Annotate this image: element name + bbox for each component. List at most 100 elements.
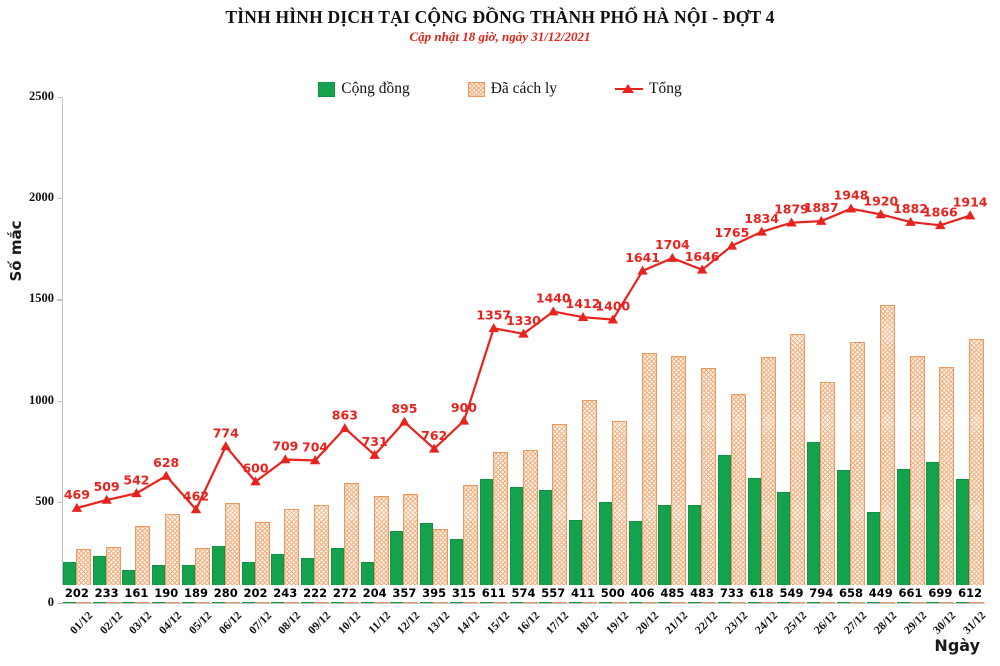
community-value-label: 315	[447, 585, 481, 602]
community-value-label: 202	[60, 585, 94, 602]
community-value-label: 733	[715, 585, 749, 602]
community-value-label: 406	[626, 585, 660, 602]
total-value-label: 542	[123, 472, 149, 487]
total-value-label: 1866	[923, 204, 958, 219]
quarantined-bar	[254, 522, 270, 603]
total-value-label: 509	[94, 479, 120, 494]
y-tick-mark	[57, 603, 62, 605]
total-marker-triangle-icon	[756, 226, 767, 236]
y-tick-mark	[57, 198, 62, 200]
community-value-label: 794	[804, 585, 838, 602]
y-tick-label: 500	[35, 493, 54, 508]
total-marker-triangle-icon	[101, 494, 112, 504]
community-bar	[390, 530, 404, 603]
triangle-marker-icon	[622, 84, 635, 93]
y-tick-mark	[57, 299, 62, 301]
community-value-label: 618	[745, 585, 779, 602]
y-axis-title: Số mắc	[7, 220, 25, 282]
quarantined-bar	[522, 449, 538, 603]
total-marker-triangle-icon	[577, 312, 589, 322]
community-value-label: 411	[566, 585, 600, 602]
total-value-label: 704	[302, 440, 328, 455]
x-axis-line	[62, 603, 985, 605]
quarantined-bar	[790, 333, 806, 603]
quarantined-bar	[820, 381, 836, 603]
total-value-label: 1440	[536, 291, 571, 306]
legend-swatch-quarantined	[467, 81, 485, 97]
total-value-label: 1400	[595, 299, 630, 314]
total-marker-triangle-icon	[607, 314, 619, 324]
community-value-label: 612	[953, 585, 987, 602]
quarantined-bar	[165, 514, 181, 603]
quarantined-bar	[433, 528, 449, 603]
community-bar	[717, 454, 731, 603]
total-marker-triangle-icon	[637, 265, 648, 275]
y-tick-label: 2000	[29, 190, 54, 205]
community-bar	[420, 523, 434, 603]
total-marker-triangle-icon	[190, 504, 202, 514]
community-value-label: 280	[209, 585, 243, 602]
legend-item-green-solid: Cộng đồng	[318, 80, 410, 98]
y-tick-mark	[57, 501, 62, 503]
quarantined-bar	[969, 339, 985, 603]
community-bar	[569, 519, 583, 603]
total-marker-triangle-icon	[131, 488, 142, 498]
total-value-label: 462	[183, 488, 209, 503]
legend-label: Cộng đồng	[341, 80, 410, 97]
community-value-label: 189	[179, 585, 213, 602]
total-value-label: 895	[391, 401, 417, 416]
community-value-label: 611	[477, 585, 511, 602]
total-marker-triangle-icon	[399, 416, 410, 426]
quarantined-bar	[730, 394, 746, 603]
total-marker-triangle-icon	[816, 215, 827, 225]
total-value-label: 1646	[685, 249, 720, 264]
total-marker-triangle-icon	[905, 216, 916, 226]
total-value-label: 1879	[774, 202, 809, 217]
total-marker-triangle-icon	[875, 209, 886, 219]
legend-label: Đã cách ly	[490, 80, 558, 97]
total-value-label: 709	[272, 438, 298, 453]
total-value-label: 1948	[834, 188, 869, 203]
total-marker-triangle-icon	[488, 323, 499, 333]
quarantined-bar	[641, 353, 657, 603]
community-bar	[896, 469, 910, 603]
quarantined-bar	[611, 420, 627, 603]
y-tick-label: 1500	[29, 291, 54, 306]
community-value-label: 161	[119, 585, 153, 602]
community-value-label: 485	[655, 585, 689, 602]
community-value-label: 222	[298, 585, 332, 602]
legend: Cộng đồng Đã cách ly Tổng	[0, 80, 1000, 98]
total-value-label: 1412	[566, 296, 601, 311]
quarantined-bar	[492, 452, 508, 603]
total-value-label: 1357	[476, 307, 511, 322]
legend-swatch-total	[615, 83, 644, 95]
legend-label: Tổng	[649, 80, 682, 97]
total-marker-triangle-icon	[428, 443, 440, 453]
community-value-label: 233	[90, 585, 124, 602]
community-value-label: 699	[923, 585, 957, 602]
total-value-label: 1914	[953, 195, 988, 210]
community-bar	[807, 442, 821, 603]
quarantined-bar	[701, 367, 717, 603]
quarantined-bar	[582, 400, 598, 603]
total-marker-triangle-icon	[250, 476, 261, 486]
total-value-label: 900	[451, 400, 477, 415]
total-value-label: 731	[362, 434, 388, 449]
y-axis-line	[62, 97, 64, 604]
community-value-label: 661	[894, 585, 928, 602]
community-value-label: 658	[834, 585, 868, 602]
community-value-label: 449	[864, 585, 898, 602]
total-marker-triangle-icon	[369, 449, 380, 459]
quarantined-bar	[760, 356, 776, 603]
community-value-label: 202	[239, 585, 273, 602]
quarantined-bar	[552, 424, 568, 603]
legend-swatch-community	[318, 81, 336, 97]
community-bar	[866, 512, 880, 603]
quarantined-bar	[135, 525, 151, 603]
total-marker-triangle-icon	[220, 441, 231, 451]
y-tick-mark	[57, 400, 62, 402]
total-value-label: 762	[421, 428, 447, 443]
legend-item-red-line-triangle: Tổng	[615, 80, 682, 98]
community-value-label: 204	[358, 585, 392, 602]
total-marker-triangle-icon	[696, 264, 708, 274]
